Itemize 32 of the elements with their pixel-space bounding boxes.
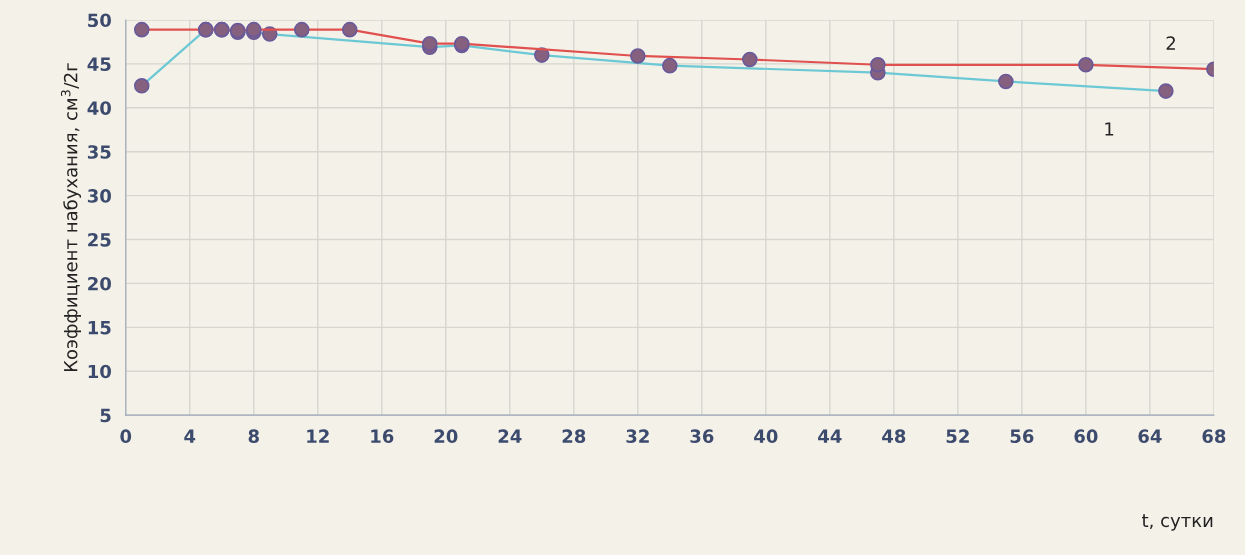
x-tick-label: 20 [434,429,458,444]
x-tick-label: 24 [498,429,522,443]
x-axis-title: t, сутки [1142,514,1213,531]
y-tick-label: 20 [88,276,111,291]
series-label: 2 [1166,36,1175,50]
x-tick-label: 64 [1138,429,1162,444]
y-tick-label: 45 [87,57,111,71]
x-tick-label: 4 [184,429,196,443]
x-tick-label: 44 [818,429,842,443]
x-tick-label: 52 [946,429,969,444]
x-tick-label: 28 [562,429,586,444]
x-tick-label: 40 [754,429,778,444]
x-tick-label: 48 [882,429,906,444]
x-tick-label: 0 [120,429,132,444]
x-tick-label: 8 [248,429,259,444]
y-tick-label: 35 [87,145,111,159]
y-axis-title: Коэффициент набухания, см$^{3}$/2г [60,63,81,372]
y-tick-label: 5 [100,408,111,423]
y-tick-label: 25 [88,232,111,247]
y-tick-label: 40 [87,101,111,115]
x-tick-label: 68 [1202,429,1226,444]
x-tick-label: 56 [1010,429,1034,444]
x-tick-label: 12 [307,429,329,443]
x-tick-label: 16 [371,429,394,444]
x-tick-label: 32 [626,429,649,444]
y-tick-label: 15 [88,321,111,335]
x-tick-label: 36 [690,429,714,444]
x-tick-label: 60 [1074,429,1098,444]
y-tick-label: 10 [88,364,111,379]
y-tick-label: 30 [87,189,111,203]
series-label: 1 [1105,122,1114,136]
y-tick-label: 50 [88,13,111,28]
